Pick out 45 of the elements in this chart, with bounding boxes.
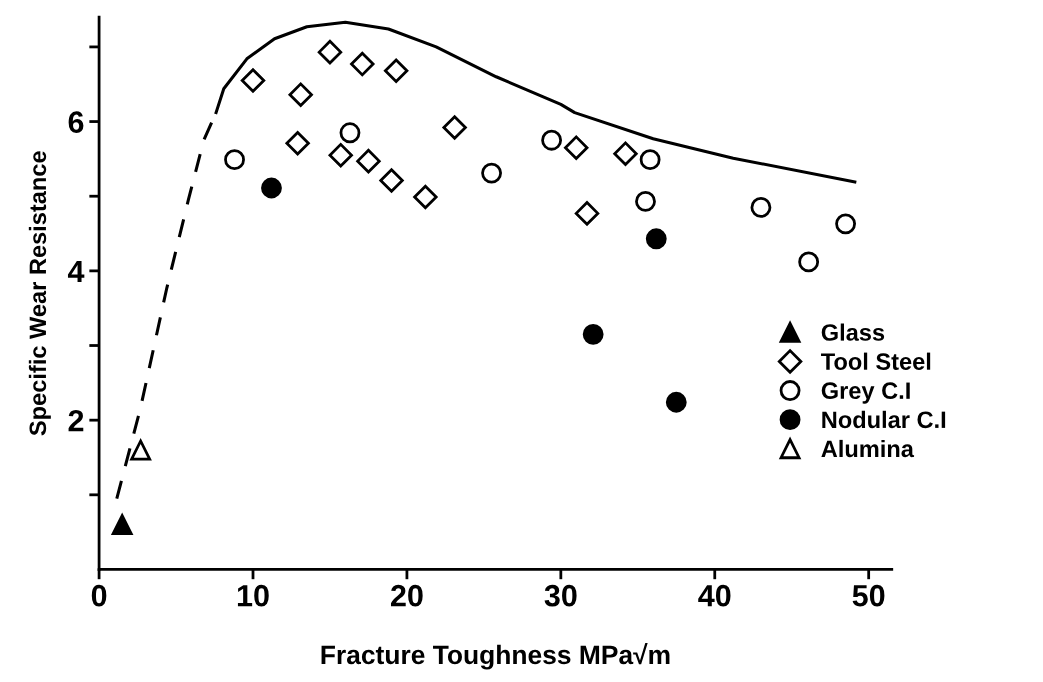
x-tick-label: 30 [544, 584, 577, 607]
point [350, 51, 375, 77]
point [240, 68, 266, 93]
x-tick-label: 20 [390, 584, 423, 607]
point [835, 213, 857, 235]
point [317, 39, 343, 65]
point [379, 168, 404, 193]
legend-label: Alumina [821, 439, 915, 458]
point [224, 149, 245, 171]
point [750, 196, 772, 218]
y-tick-label: 4 [67, 260, 85, 282]
point [328, 142, 353, 168]
point [635, 191, 656, 212]
point [613, 141, 638, 166]
point [639, 149, 661, 171]
point [356, 148, 381, 174]
point [481, 162, 502, 184]
point [582, 323, 604, 345]
point [130, 439, 152, 461]
point [665, 391, 687, 413]
legend-label: Glass [821, 323, 885, 341]
legend-label: Grey C.I [821, 382, 910, 404]
point [574, 201, 600, 226]
point [285, 131, 310, 156]
y-axis-title: Specific Wear Resistance [28, 151, 51, 436]
x-tick-label: 10 [237, 584, 269, 607]
legend-label: Nodular C.I [822, 410, 946, 429]
point [261, 177, 282, 199]
x-tick-label: 0 [91, 584, 107, 607]
point [288, 82, 313, 107]
x-axis-title: Fracture Toughness MPa√m [321, 643, 670, 670]
point [798, 251, 820, 273]
point [111, 514, 133, 536]
point [645, 228, 667, 250]
point [564, 135, 589, 160]
point [339, 122, 361, 144]
y-tick-label: 2 [68, 409, 84, 432]
x-tick-label: 50 [852, 584, 885, 607]
legend-label: Tool Steel [821, 352, 931, 370]
point [413, 184, 438, 210]
x-tick-label: 40 [698, 584, 731, 607]
point [383, 58, 409, 83]
y-tick-label: 6 [68, 111, 84, 133]
point [541, 129, 563, 151]
point [442, 115, 467, 140]
